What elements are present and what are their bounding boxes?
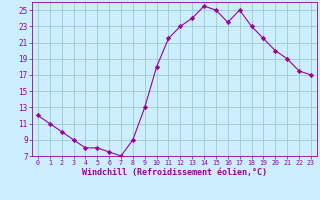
X-axis label: Windchill (Refroidissement éolien,°C): Windchill (Refroidissement éolien,°C) [82, 168, 267, 177]
